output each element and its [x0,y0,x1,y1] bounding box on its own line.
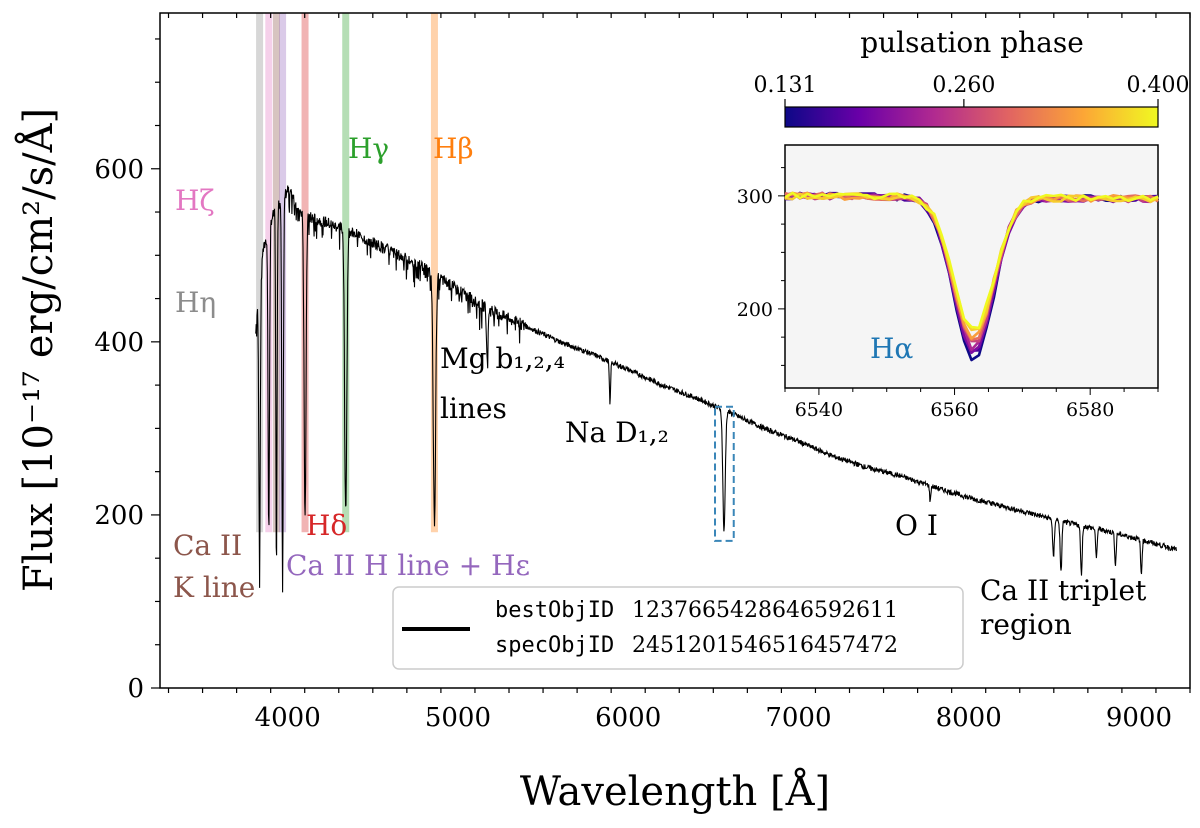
colorbar-tick-label: 0.260 [932,73,995,98]
band-3 [279,13,287,533]
inset-x-tick-label: 6540 [795,399,843,421]
annotation-ca-k-line2: K line [173,571,255,604]
inset-curve-8 [784,191,1159,330]
x-tick-label: 7000 [765,703,831,733]
annotation-mg-line1: Mg b₁,₂,₄ [440,342,565,375]
x-axis-title: Wavelength [Å] [520,768,830,815]
inset-label-h-alpha: Hα [870,332,913,365]
y-tick-label: 200 [94,501,144,531]
legend: bestObjID 1237665428646592611 specObjID … [392,586,964,670]
x-tick-label: 4000 [255,703,321,733]
annotation-ca-k-line1: Ca II [173,529,242,562]
annotation-h-beta: Hβ [433,132,474,165]
annotation-mg-line2: lines [440,392,507,425]
inset-h-alpha: 6540 6560 6580 200 300 Hα [737,144,1159,421]
legend-best-obj-key: bestObjID [495,598,614,623]
inset-x-tick-label: 6580 [1066,399,1114,421]
plot-frame [159,12,1191,689]
colorbar-tick-label: 0.400 [1127,73,1190,98]
annotation-h-delta: Hδ [306,509,347,542]
line-bands [256,13,438,533]
inset-ticks: 6540 6560 6580 200 300 [737,167,1159,421]
y-axis-ticks: 0 200 400 600 [94,38,160,704]
x-tick-label: 9000 [1106,703,1172,733]
y-tick-label: 600 [94,155,144,185]
annotation-ca-triplet-line1: Ca II triplet [980,574,1147,607]
colorbar-title: pulsation phase [860,26,1084,59]
y-tick-label: 400 [94,328,144,358]
annotation-h-zeta: Hζ [175,184,215,217]
band-6 [430,13,438,533]
y-tick-label: 0 [127,674,144,704]
colorbar-ticks: 0.131 0.260 0.400 [754,73,1190,107]
colorbar: pulsation phase 0.131 0.260 0.400 [754,26,1190,128]
band-5 [342,13,350,533]
inset-x-tick-label: 6560 [930,399,978,421]
annotation-h-eta: Hη [175,286,216,319]
spectrum-series [255,185,1177,593]
annotation-ca-triplet-line2: region [980,608,1072,641]
legend-spec-obj-value: 2451201546516457472 [632,633,898,658]
x-tick-label: 6000 [595,703,661,733]
x-axis-ticks: 4000 5000 6000 7000 8000 9000 [167,13,1191,733]
legend-best-obj-value: 1237665428646592611 [632,598,898,623]
x-tick-label: 5000 [425,703,491,733]
x-tick-label: 8000 [936,703,1002,733]
annotation-o1: O I [895,509,938,542]
spectrum-line [255,185,1177,593]
legend-spec-obj-key: specObjID [495,633,614,658]
band-0 [256,13,264,533]
inset-y-tick-label: 300 [737,186,773,208]
band-4 [301,13,309,533]
legend-box [392,586,964,670]
band-1 [265,13,273,533]
colorbar-tick-label: 0.131 [754,73,817,98]
inset-y-tick-label: 200 [737,299,773,321]
annotation-na: Na D₁,₂ [565,416,669,449]
band-2 [272,13,280,533]
inset-curves [784,191,1159,362]
colorbar-gradient [784,106,1159,128]
annotation-ca-h: Ca II H line + Hε [286,549,530,582]
y-axis-title: Flux [10⁻¹⁷ erg/cm²/s/Å] [15,108,62,592]
annotation-h-gamma: Hγ [348,132,389,165]
